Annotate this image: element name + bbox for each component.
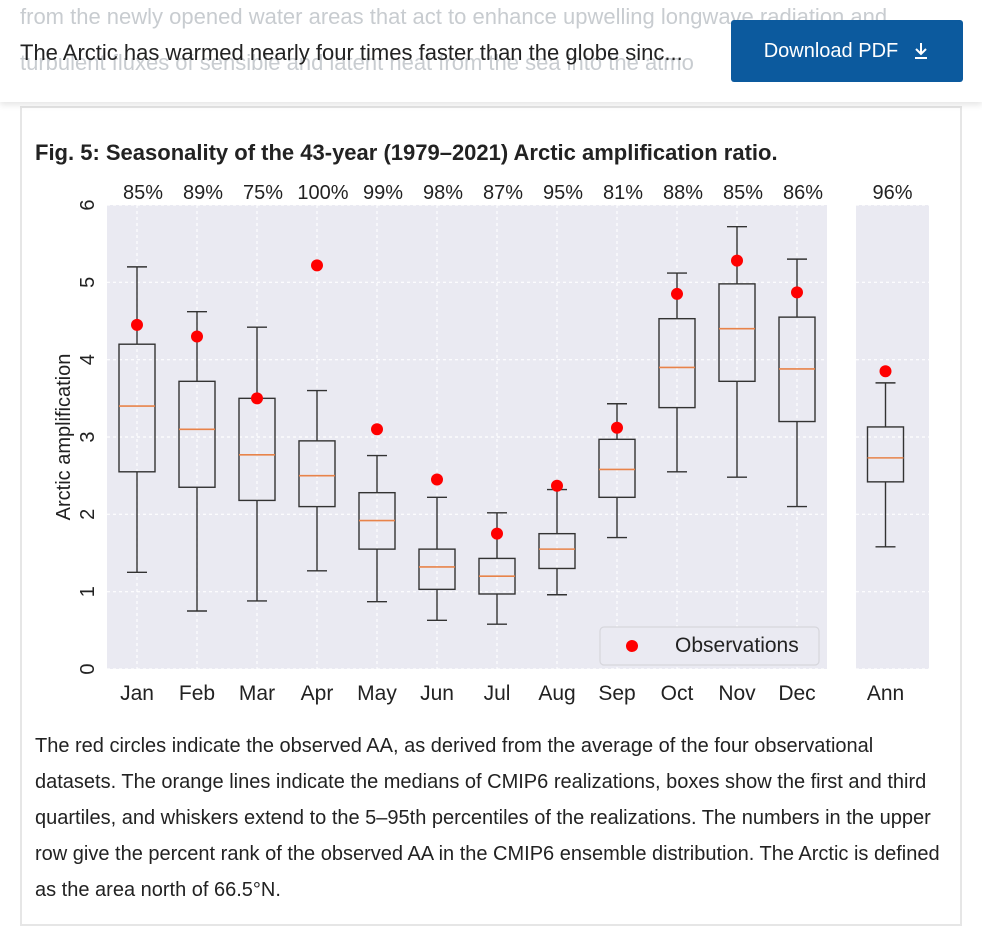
jul-box-group <box>478 512 516 625</box>
figure-caption: The red circles indicate the observed AA… <box>35 735 940 901</box>
jun-box-group <box>418 473 456 621</box>
percent-rank-oct: 88% <box>663 182 703 204</box>
x-tick-label-ann: Ann <box>867 682 904 705</box>
dec-observed-point <box>791 286 803 299</box>
percent-rank-mar: 75% <box>243 182 283 204</box>
apr-iqr-box <box>298 440 336 508</box>
x-tick-label-jul: Jul <box>484 682 511 705</box>
percent-rank-jul: 87% <box>483 182 523 204</box>
percent-rank-may: 99% <box>363 182 403 204</box>
x-tick-label-nov: Nov <box>718 682 756 705</box>
x-tick-label-oct: Oct <box>661 682 694 705</box>
y-tick-label: 5 <box>77 277 99 288</box>
feb-iqr-box <box>178 380 216 488</box>
download-icon <box>915 43 928 59</box>
chart-legend: Observations <box>599 626 820 666</box>
x-tick-label-sep: Sep <box>598 682 635 705</box>
jan-box-group <box>118 266 156 574</box>
dec-box-group <box>778 258 816 508</box>
legend-frame <box>599 626 820 666</box>
percent-rank-ann: 96% <box>872 182 912 204</box>
aug-observed-point <box>551 479 563 492</box>
y-tick-label: 3 <box>77 431 99 442</box>
mar-box-group <box>238 326 276 602</box>
x-tick-label-dec: Dec <box>778 682 815 705</box>
sep-box-group <box>598 403 636 539</box>
x-tick-label-may: May <box>357 682 397 705</box>
percent-rank-aug: 95% <box>543 182 583 204</box>
nov-box-group <box>718 225 756 478</box>
x-tick-label-feb: Feb <box>179 682 215 705</box>
jan-iqr-box <box>118 343 156 473</box>
percent-rank-feb: 89% <box>183 182 223 204</box>
aug-iqr-box <box>538 532 576 570</box>
mar-observed-point <box>251 392 263 405</box>
feb-box-group <box>178 311 216 612</box>
apr-box-group <box>298 259 336 572</box>
arctic-amplification-boxplot: 0 1 2 3 4 5 6 Arctic amplification Jan 85% Feb 89% M… <box>53 182 929 705</box>
x-tick-label-jun: Jun <box>420 682 454 705</box>
aug-box-group <box>538 479 576 596</box>
y-tick-label: 1 <box>77 586 99 597</box>
annual-observed-point <box>879 365 892 378</box>
download-pdf-button[interactable]: Download PDF <box>731 20 963 82</box>
oct-iqr-box <box>658 317 696 409</box>
nov-iqr-box <box>718 283 756 383</box>
oct-box-group <box>658 272 696 473</box>
annual-iqr-box <box>866 426 905 483</box>
percent-rank-jun: 98% <box>423 182 463 204</box>
y-tick-label: 4 <box>77 354 99 365</box>
x-tick-label-mar: Mar <box>239 682 275 705</box>
feb-observed-point <box>191 330 203 343</box>
y-axis-label: Arctic amplification <box>53 354 75 521</box>
may-observed-point <box>371 423 383 436</box>
sep-observed-point <box>611 421 623 434</box>
percent-rank-sep: 81% <box>603 182 643 204</box>
x-tick-label-apr: Apr <box>301 682 334 705</box>
apr-observed-point <box>311 259 323 272</box>
may-box-group <box>358 423 396 603</box>
sep-iqr-box <box>598 438 636 499</box>
y-tick-label: 2 <box>77 509 99 520</box>
percent-rank-dec: 86% <box>783 182 823 204</box>
nov-observed-point <box>731 254 743 267</box>
oct-observed-point <box>671 287 683 300</box>
percent-rank-jan: 85% <box>123 182 163 204</box>
jun-observed-point <box>431 473 443 486</box>
percent-rank-nov: 85% <box>723 182 763 204</box>
jul-observed-point <box>491 527 503 540</box>
y-tick-label: 0 <box>77 663 99 674</box>
article-title[interactable]: The Arctic has warmed nearly four times … <box>20 40 683 65</box>
article-header-bar: from the newly opened water areas that a… <box>0 0 982 102</box>
download-pdf-label: Download PDF <box>763 39 899 62</box>
figure-title: Fig. 5: Seasonality of the 43-year (1979… <box>35 140 778 165</box>
x-tick-label-jan: Jan <box>120 682 154 705</box>
background-article-text-2: turbulent fluxes of sensible and latent … <box>20 50 694 75</box>
y-tick-label: 6 <box>77 199 99 210</box>
percent-rank-apr: 100% <box>297 182 348 204</box>
annual-box-group <box>866 365 905 548</box>
jan-observed-point <box>131 318 143 331</box>
legend-observation-marker <box>626 640 638 652</box>
legend-observation-label: Observations <box>675 634 799 657</box>
jun-iqr-box <box>418 548 456 591</box>
x-tick-label-aug: Aug <box>538 682 575 705</box>
